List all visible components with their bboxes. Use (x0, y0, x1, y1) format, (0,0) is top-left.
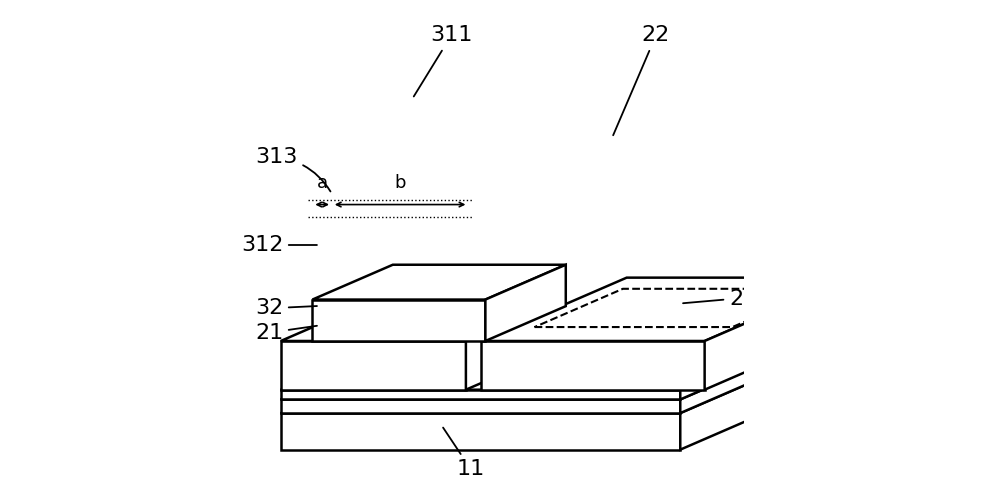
Polygon shape (705, 278, 851, 390)
Polygon shape (281, 341, 466, 390)
Text: 312: 312 (241, 235, 317, 255)
Polygon shape (281, 306, 546, 341)
Polygon shape (281, 350, 826, 413)
Polygon shape (281, 326, 826, 390)
Text: 11: 11 (443, 428, 485, 479)
Polygon shape (481, 341, 705, 390)
Text: 22: 22 (613, 25, 670, 135)
Polygon shape (680, 326, 826, 399)
Text: 311: 311 (414, 25, 472, 97)
Polygon shape (312, 265, 566, 299)
Polygon shape (680, 336, 826, 413)
Polygon shape (281, 413, 680, 450)
Polygon shape (481, 278, 851, 341)
Polygon shape (485, 265, 566, 341)
Polygon shape (680, 350, 826, 450)
Text: 313: 313 (255, 147, 330, 192)
Text: 32: 32 (255, 298, 317, 318)
Polygon shape (281, 336, 826, 399)
Polygon shape (281, 390, 680, 399)
Polygon shape (312, 299, 485, 341)
Polygon shape (281, 399, 680, 413)
Text: 2: 2 (683, 289, 743, 309)
Text: a: a (317, 174, 328, 193)
Text: b: b (394, 174, 406, 193)
Text: 21: 21 (255, 323, 317, 343)
Polygon shape (466, 306, 546, 390)
